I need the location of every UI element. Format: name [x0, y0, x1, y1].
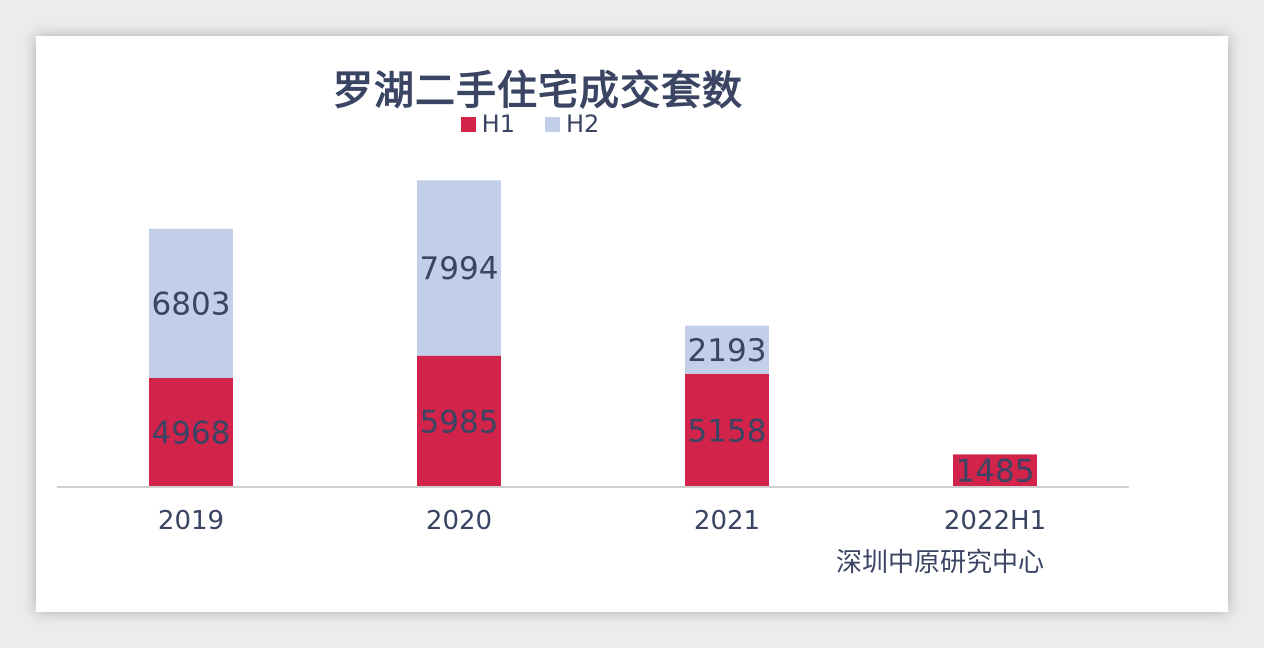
legend-item-h2: H2 — [545, 110, 599, 138]
bar-h1-2020 — [417, 355, 501, 487]
bar-h2-2021 — [685, 325, 769, 374]
data-label-h2-2019: 6803 — [152, 286, 231, 322]
x-tick-label-2022h1: 2022H1 — [944, 506, 1046, 536]
x-tick-label-2019: 2019 — [158, 506, 224, 536]
x-tick-label-2021: 2021 — [694, 506, 760, 536]
data-label-h1-2022h1: 1485 — [956, 454, 1035, 490]
bar-h1-2019 — [149, 378, 233, 487]
chart-card — [36, 36, 1228, 612]
data-label-h2-2021: 2193 — [688, 333, 767, 369]
bar-h2-2020 — [417, 180, 501, 356]
bar-h1-2022h1 — [953, 454, 1037, 487]
x-tick-label-2020: 2020 — [426, 506, 492, 536]
legend-item-h1: H1 — [460, 110, 515, 138]
legend-label-h2: H2 — [566, 110, 600, 138]
data-label-h2-2020: 7994 — [420, 251, 499, 287]
bar-h1-2021 — [685, 373, 769, 487]
legend-swatch-h1 — [460, 116, 476, 132]
data-label-h1-2020: 5985 — [420, 404, 499, 440]
data-label-h1-2019: 4968 — [152, 416, 231, 452]
source-label: 深圳中原研究中心 — [836, 548, 1045, 578]
legend-label-h1: H1 — [481, 110, 515, 138]
bar-h2-2019 — [149, 228, 233, 379]
chart-title: 罗湖二手住宅成交套数 — [333, 68, 743, 114]
legend-swatch-h2 — [545, 116, 560, 132]
data-label-h1-2021: 5158 — [688, 413, 767, 449]
chart-legend: H1 H2 — [0, 110, 1060, 138]
